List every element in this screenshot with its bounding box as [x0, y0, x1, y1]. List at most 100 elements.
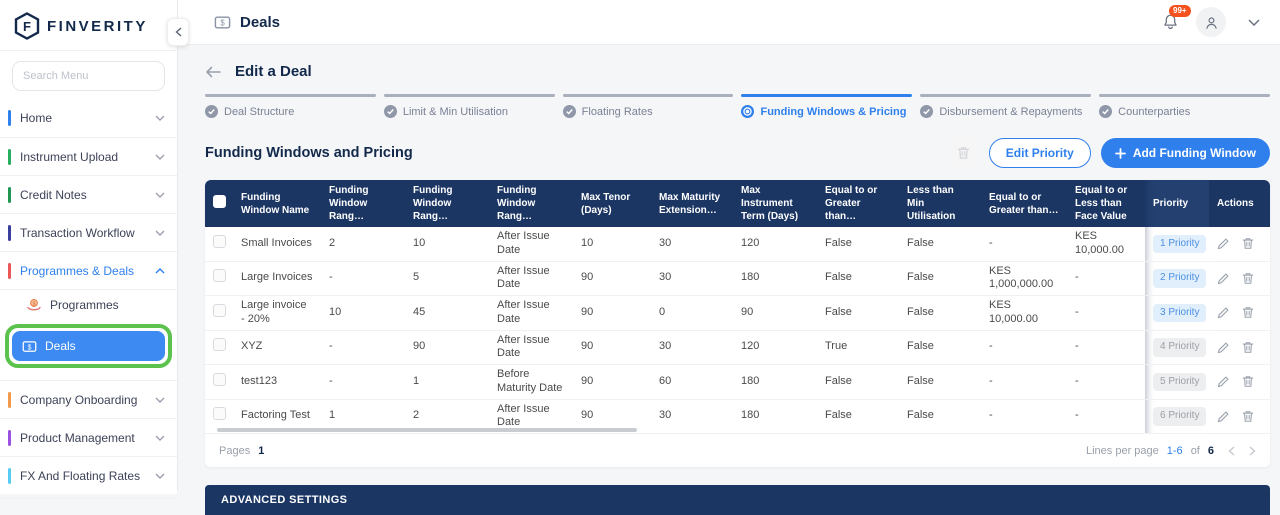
priority-badge: 6 Priority [1153, 407, 1207, 426]
delete-row-button[interactable] [1242, 272, 1254, 285]
sidebar-nav: Home Instrument Upload Credit Notes Tran… [0, 99, 177, 499]
svg-text:$: $ [32, 301, 35, 307]
sidebar-subitem-deals[interactable]: $ Deals [12, 331, 165, 361]
sidebar-subitem-programmes[interactable]: $ Programmes [0, 290, 177, 320]
edit-priority-button[interactable]: Edit Priority [988, 138, 1091, 168]
cell-name: Large invoice - 20% [233, 295, 321, 331]
edit-row-button[interactable] [1217, 375, 1230, 388]
back-arrow-button[interactable] [205, 66, 221, 78]
step-deal-structure[interactable]: Deal Structure [205, 94, 376, 118]
step-check-icon [383, 105, 397, 118]
current-page-number[interactable]: 1 [258, 444, 265, 457]
page-title: Edit a Deal [235, 63, 312, 80]
edit-row-button[interactable] [1217, 306, 1230, 319]
user-avatar-button[interactable] [1196, 7, 1226, 37]
delete-row-button[interactable] [1242, 341, 1254, 354]
select-all-checkbox[interactable] [213, 195, 226, 208]
step-counterparties[interactable]: Counterparties [1099, 94, 1270, 118]
delete-row-button[interactable] [1242, 237, 1254, 250]
sidebar-item-label: Credit Notes [20, 187, 87, 202]
nav-color-bar [8, 224, 11, 241]
bulk-delete-button[interactable] [948, 138, 979, 168]
delete-row-button[interactable] [1242, 375, 1254, 388]
step-label: Limit & Min Utilisation [402, 105, 508, 118]
sidebar-item-programmes-deals[interactable]: Programmes & Deals [0, 251, 177, 289]
advanced-settings-label: ADVANCED SETTINGS [221, 494, 348, 506]
deals-money-icon: $ [22, 340, 37, 353]
svg-text:$: $ [28, 344, 32, 351]
header-chevron-down-icon[interactable] [1248, 18, 1260, 26]
brand-name: FINVERITY [47, 17, 148, 35]
col-equal-less-face-value[interactable]: Equal to or Less than Face Value [1067, 180, 1145, 227]
wizard-stepper: Deal Structure Limit & Min Utilisation F… [205, 94, 1270, 118]
step-label: Funding Windows & Pricing [760, 105, 907, 118]
table-row: test123 - 1 Before Maturity Date 90 60 1… [205, 364, 1270, 400]
sidebar-subitem-label: Deals [45, 339, 76, 353]
step-check-icon [920, 105, 934, 118]
total-lines: 6 [1207, 444, 1214, 457]
sidebar-item-credit-notes[interactable]: Credit Notes [0, 175, 177, 213]
step-label: Disbursement & Repayments [939, 105, 1083, 118]
horizontal-scrollbar[interactable] [217, 428, 637, 432]
next-page-button[interactable] [1249, 445, 1256, 456]
sidebar-item-instrument-upload[interactable]: Instrument Upload [0, 137, 177, 175]
col-funding-window-name[interactable]: Funding Window Name [233, 180, 321, 227]
edit-row-button[interactable] [1217, 237, 1230, 250]
plus-icon [1114, 147, 1126, 159]
step-floating-rates[interactable]: Floating Rates [562, 94, 734, 118]
main-content: Edit a Deal Deal Structure Limit & Min U… [178, 45, 1280, 515]
step-limit-min-utilisation[interactable]: Limit & Min Utilisation [383, 94, 555, 118]
deals-annotation-highlight: $ Deals [5, 324, 172, 368]
sidebar-item-product-management[interactable]: Product Management [0, 418, 177, 456]
table-footer: Pages 1 Lines per page 1-6 of 6 [205, 434, 1270, 467]
row-checkbox[interactable] [213, 303, 226, 317]
add-funding-window-label: Add Funding Window [1132, 146, 1256, 160]
step-label: Deal Structure [224, 105, 295, 118]
sidebar-item-label: Home [20, 111, 53, 125]
notifications-button[interactable]: 99+ [1161, 5, 1191, 32]
edit-row-button[interactable] [1217, 341, 1230, 354]
sidebar-item-transaction-workflow[interactable]: Transaction Workflow [0, 213, 177, 251]
col-funding-window-range-1[interactable]: Funding Window Rang… [321, 180, 405, 227]
delete-row-button[interactable] [1242, 410, 1254, 423]
add-funding-window-button[interactable]: Add Funding Window [1100, 138, 1270, 168]
nav-color-bar [8, 467, 11, 484]
col-max-tenor[interactable]: Max Tenor (Days) [573, 180, 651, 227]
col-less-than-min-utilisation[interactable]: Less than Min Utilisation [899, 180, 981, 227]
sidebar-collapse-button[interactable] [167, 18, 189, 46]
prev-page-button[interactable] [1228, 445, 1235, 456]
page-header-title: Deals [240, 13, 281, 31]
col-equal-greater-1[interactable]: Equal to or Greater than… [817, 180, 899, 227]
col-priority[interactable]: Priority [1145, 180, 1209, 227]
brand-logo: F FINVERITY [0, 0, 177, 51]
finverity-hexagon-logo-icon: F [14, 12, 40, 40]
lines-range[interactable]: 1-6 [1166, 444, 1183, 457]
edit-row-button[interactable] [1217, 272, 1230, 285]
cell-name: XYZ [233, 330, 321, 365]
sidebar-item-home[interactable]: Home [0, 99, 177, 137]
row-checkbox[interactable] [213, 234, 226, 248]
priority-badge: 3 Priority [1153, 303, 1207, 322]
col-max-maturity-extension[interactable]: Max Maturity Extension… [651, 180, 733, 227]
row-checkbox[interactable] [213, 407, 226, 421]
sidebar-item-company-onboarding[interactable]: Company Onboarding [0, 380, 177, 418]
delete-row-button[interactable] [1242, 306, 1254, 319]
step-funding-windows-pricing[interactable]: Funding Windows & Pricing [741, 94, 913, 118]
row-checkbox[interactable] [213, 372, 226, 386]
row-checkbox[interactable] [213, 269, 226, 283]
sidebar-search-input[interactable] [12, 61, 165, 91]
col-max-instrument-term[interactable]: Max Instrument Term (Days) [733, 180, 817, 227]
step-disbursement-repayments[interactable]: Disbursement & Repayments [920, 94, 1092, 118]
step-check-icon [1099, 105, 1113, 118]
edit-row-button[interactable] [1217, 410, 1230, 423]
sidebar-item-fx-floating-rates[interactable]: FX And Floating Rates [0, 456, 177, 494]
col-equal-greater-2[interactable]: Equal to or Greater than… [981, 180, 1067, 227]
sidebar-item-label: Product Management [20, 430, 135, 445]
step-label: Counterparties [1118, 105, 1191, 118]
col-funding-window-range-3[interactable]: Funding Window Rang… [489, 180, 573, 227]
row-checkbox[interactable] [213, 338, 226, 352]
col-funding-window-range-2[interactable]: Funding Window Rang… [405, 180, 489, 227]
table-row: Small Invoices 2 10 After Issue Date 10 … [205, 227, 1270, 262]
col-actions: Actions [1209, 180, 1270, 227]
